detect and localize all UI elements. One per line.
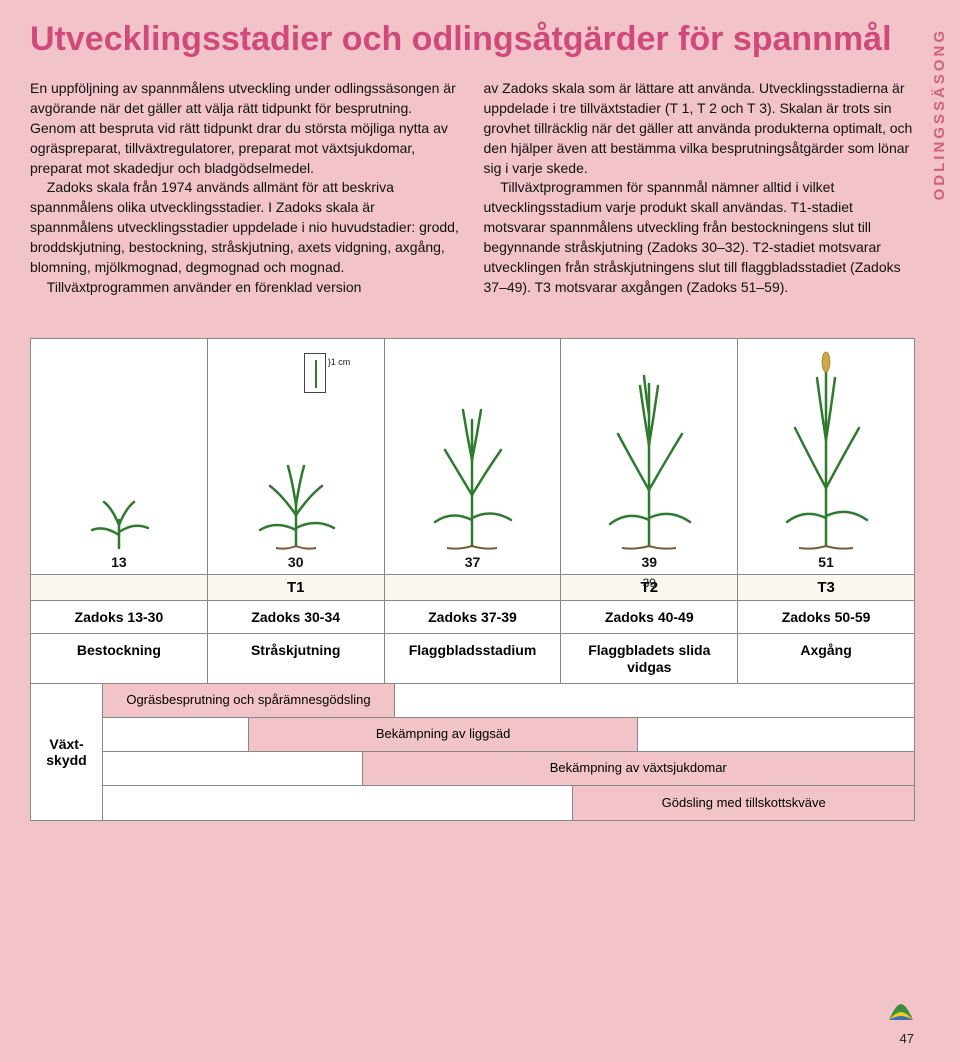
t-cell (31, 575, 208, 600)
para: Tillväxtprogrammen för spannmål nämner a… (484, 178, 916, 297)
vaxtskydd-row: Bekämpning av växtsjukdomar (103, 752, 914, 786)
plant-cell-30: }1 cm 30 (208, 339, 385, 574)
zadoks-cell: Zadoks 30-34 (208, 601, 385, 633)
detail-inset-box (304, 353, 326, 393)
stage-number: 30 (288, 554, 304, 570)
treatment-bar: Bekämpning av växtsjukdomar (363, 752, 914, 785)
treatment-bar: Gödsling med tillskottskväve (573, 786, 914, 820)
plant-illustration (594, 360, 704, 550)
plant-illustration (417, 390, 527, 550)
para: Tillväxtprogrammen använder en förenklad… (30, 278, 462, 298)
phase-cell: Bestockning (31, 634, 208, 684)
zadoks-cell: Zadoks 40-49 (561, 601, 738, 633)
vaxtskydd-rows: Ogräsbesprutning och spårämnesgödslingBe… (103, 684, 914, 820)
phase-cell: Stråskjutning (208, 634, 385, 684)
para: Zadoks skala från 1974 används allmänt f… (30, 178, 462, 277)
phase-cell: Axgång (738, 634, 914, 684)
plant-illustration (246, 450, 346, 550)
t-stage-row: T1 T2 T3 (31, 574, 914, 600)
body-columns: En uppföljning av spannmålens utveckling… (30, 79, 915, 298)
plants-row: 13 }1 cm 30 (31, 339, 914, 574)
stage-number: 39 (642, 554, 658, 570)
empty-segment (103, 718, 249, 751)
plant-cell-51: 51 (738, 339, 914, 574)
vaxtskydd-row: Bekämpning av liggsäd (103, 718, 914, 752)
brand-logo (886, 1000, 916, 1024)
column-left: En uppföljning av spannmålens utveckling… (30, 79, 462, 298)
stage-number: 51 (818, 554, 834, 570)
stage-number-dup: 39 (561, 576, 737, 590)
stage-number: 13 (111, 554, 127, 570)
t-cell-t1: T1 (208, 575, 385, 600)
t-cell (385, 575, 562, 600)
phase-cell: Flaggbladets slida vidgas (561, 634, 738, 684)
plant-cell-37: 37 (385, 339, 562, 574)
empty-segment (103, 786, 573, 820)
vaxtskydd-block: Växt­skydd Ogräsbesprutning och spårämne… (31, 683, 914, 820)
plant-cell-13: 13 (31, 339, 208, 574)
page-number: 47 (900, 1031, 914, 1046)
phase-cell: Flaggblads­stadium (385, 634, 562, 684)
phase-row: Bestockning Stråskjutning Flaggblads­sta… (31, 633, 914, 684)
zadoks-cell: Zadoks 37-39 (385, 601, 562, 633)
treatment-bar: Ogräsbesprutning och spårämnesgödsling (103, 684, 395, 717)
plant-illustration (74, 480, 164, 550)
vaxtskydd-row: Gödsling med tillskottskväve (103, 786, 914, 820)
treatment-bar: Bekämpning av liggsäd (249, 718, 638, 751)
para: En uppföljning av spannmålens utveckling… (30, 79, 462, 178)
page-title: Utvecklingsstadier och odlingsåtgärder f… (30, 20, 915, 59)
stage-number: 37 (465, 554, 481, 570)
para: av Zadoks skala som är lättare att använ… (484, 79, 916, 178)
growth-stage-diagram: 13 }1 cm 30 (30, 338, 915, 822)
vaxtskydd-row: Ogräsbesprutning och spårämnesgödsling (103, 684, 914, 718)
zadoks-cell: Zadoks 50-59 (738, 601, 914, 633)
vaxtskydd-label: Växt­skydd (31, 684, 103, 820)
t-cell-t3: T3 (738, 575, 914, 600)
zadoks-cell: Zadoks 13-30 (31, 601, 208, 633)
detail-inset-label: }1 cm (328, 357, 351, 367)
side-label: ODLINGSSÄSONG (931, 28, 948, 200)
column-right: av Zadoks skala som är lättare att använ… (484, 79, 916, 298)
zadoks-row: Zadoks 13-30 Zadoks 30-34 Zadoks 37-39 Z… (31, 600, 914, 633)
empty-segment (638, 718, 914, 751)
plant-cell-39: 39 39 (561, 339, 738, 574)
plant-illustration (771, 340, 881, 550)
empty-segment (103, 752, 363, 785)
empty-segment (395, 684, 914, 717)
